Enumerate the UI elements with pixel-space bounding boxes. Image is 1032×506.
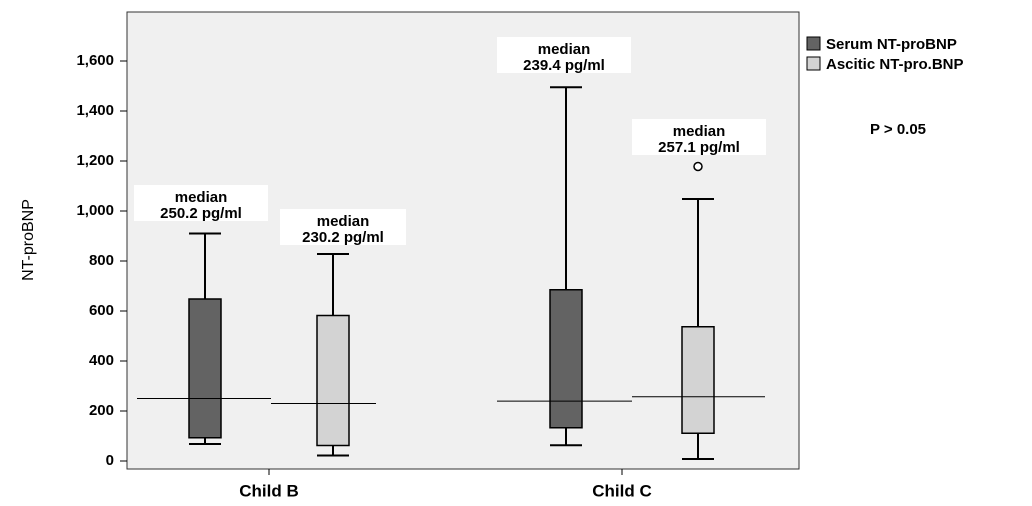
outlier-point xyxy=(693,161,703,172)
y-tick-label: 800 xyxy=(89,252,114,269)
iqr-box xyxy=(316,314,350,447)
x-category-label: Child C xyxy=(592,481,652,500)
iqr-box xyxy=(681,326,715,434)
y-tick-label: 1,400 xyxy=(76,102,114,119)
annotation-label-line1: median xyxy=(175,189,228,206)
y-tick-label: 0 xyxy=(106,452,114,469)
y-tick-label: 600 xyxy=(89,302,114,319)
y-axis: 0 200 400 600 800 1,000 1,200 1,400 1,600 xyxy=(76,52,127,469)
annotation-label-line1: median xyxy=(538,41,591,58)
y-tick-label: 1,200 xyxy=(76,152,114,169)
legend-label-ascitic: Ascitic NT-pro.BNP xyxy=(826,56,964,73)
y-axis-label: NT-proBNP xyxy=(20,199,37,281)
annotation-background xyxy=(632,119,766,155)
annotation-background xyxy=(134,185,268,221)
box-serum-child-b xyxy=(137,232,271,445)
legend-swatch-serum xyxy=(806,36,821,51)
annotation-label-line2: 239.4 pg/ml xyxy=(523,57,605,74)
annotation-background xyxy=(280,209,406,245)
box-series xyxy=(137,86,765,460)
annotation-label-line2: 250.2 pg/ml xyxy=(160,205,242,222)
iqr-box xyxy=(549,289,583,429)
y-tick-label: 400 xyxy=(89,352,114,369)
y-tick-label: 1,600 xyxy=(76,52,114,69)
p-value-note: P > 0.05 xyxy=(870,121,926,138)
annotation-label-line1: median xyxy=(317,213,370,230)
box-serum-child-c xyxy=(497,86,632,447)
box-ascitic-child-c xyxy=(632,161,765,460)
annotation-label-line2: 257.1 pg/ml xyxy=(658,139,740,156)
annotation-background xyxy=(497,37,631,73)
y-tick-label: 1,000 xyxy=(76,202,114,219)
box-ascitic-child-b xyxy=(271,253,376,457)
annotation-label-line1: median xyxy=(673,123,726,140)
annotation-label-line2: 230.2 pg/ml xyxy=(302,229,384,246)
iqr-box xyxy=(188,298,222,439)
y-tick-label: 200 xyxy=(89,402,114,419)
x-category-label: Child B xyxy=(239,481,299,500)
legend: Serum NT-proBNP Ascitic NT-pro.BNP xyxy=(806,36,964,73)
legend-label-serum: Serum NT-proBNP xyxy=(826,36,957,53)
x-axis: Child B Child C xyxy=(239,469,652,500)
legend-swatch-ascitic xyxy=(806,56,821,71)
